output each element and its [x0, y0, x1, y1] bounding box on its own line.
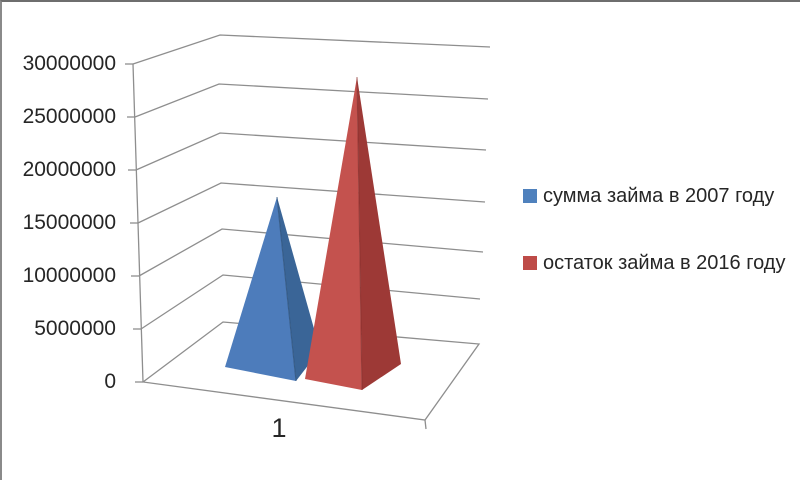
value-axis	[125, 63, 427, 430]
gridlines	[132, 34, 491, 330]
ytick-label-25000000: 25000000	[22, 105, 116, 128]
ytick-label-5000000: 5000000	[34, 317, 116, 340]
blue-pyramid-lit-face	[225, 197, 296, 381]
ytick-label-10000000: 10000000	[22, 264, 116, 287]
legend-swatch-red-icon	[523, 256, 537, 270]
gridline-5000000	[140, 274, 481, 330]
ytick-label-20000000: 20000000	[22, 158, 116, 181]
ytick-label-15000000: 15000000	[22, 211, 116, 234]
gridline-10000000	[138, 228, 484, 277]
gridline-15000000	[137, 182, 486, 224]
red-pyramid-shaded-face	[357, 77, 401, 390]
category-axis-tick	[424, 419, 427, 430]
red-pyramid-edge	[356, 76, 363, 391]
pyramid-blue-2007	[225, 196, 320, 382]
category-label: 1	[271, 413, 287, 443]
legend-label-2007: сумма займа в 2007 году	[543, 185, 775, 207]
gridline-25000000	[134, 83, 489, 118]
pyramid-red-2016	[305, 76, 401, 391]
gridline-20000000	[135, 132, 487, 171]
legend-label-2016: остаток займа в 2016 году	[543, 252, 786, 274]
blue-pyramid-edge	[276, 196, 297, 382]
legend-item-2016: остаток займа в 2016 году	[523, 249, 789, 277]
gridline-30000000	[132, 34, 491, 65]
legend-item-2007: сумма займа в 2007 году	[523, 182, 789, 210]
ytick-label-0: 0	[104, 370, 116, 393]
legend-swatch-blue-icon	[523, 189, 537, 203]
ytick-label-30000000: 30000000	[22, 52, 116, 75]
blue-pyramid-shaded-face	[277, 197, 320, 381]
red-pyramid-lit-face	[305, 77, 362, 390]
